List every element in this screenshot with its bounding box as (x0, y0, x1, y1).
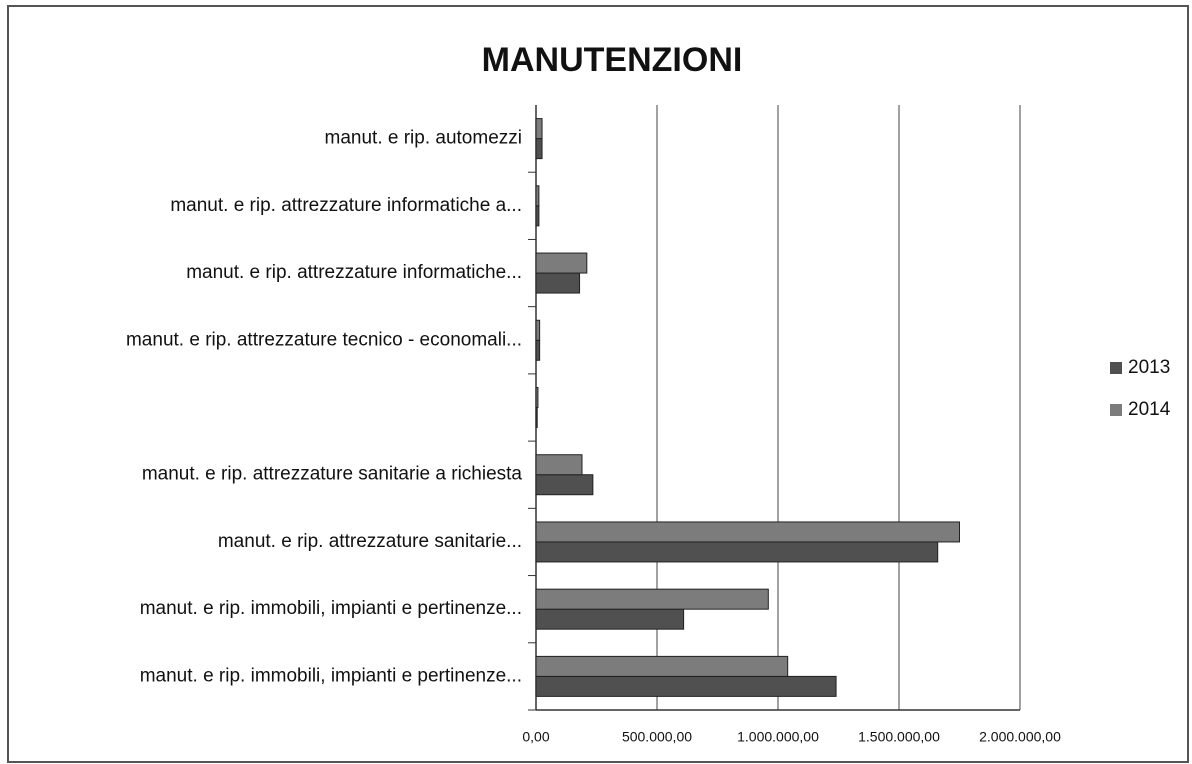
x-tick-label: 2.000.000,00 (979, 729, 1061, 745)
y-tick-label: manut. e rip. attrezzature tecnico - eco… (126, 329, 522, 350)
bar (535, 339, 541, 361)
bar (535, 118, 543, 140)
bar (535, 608, 685, 630)
legend-swatch (1110, 362, 1122, 374)
y-tick-label: manut. e rip. automezzi (325, 128, 522, 149)
bar (535, 272, 581, 294)
legend-label: 2013 (1128, 357, 1170, 378)
y-tick-label: manut. e rip. attrezzature sanitarie a r… (142, 464, 523, 485)
bar (535, 541, 939, 563)
y-tick-label: manut. e rip. immobili, impianti e perti… (140, 598, 522, 619)
bar (535, 205, 540, 227)
bar (535, 185, 540, 207)
y-tick-label: manut. e rip. immobili, impianti e perti… (140, 665, 522, 686)
x-tick-label: 500.000,00 (622, 729, 692, 745)
bar (535, 655, 789, 677)
bar (535, 474, 594, 496)
y-tick-label: manut. e rip. attrezzature sanitarie... (218, 531, 522, 552)
x-tick-label: 1.500.000,00 (858, 729, 940, 745)
bar (535, 454, 583, 476)
y-tick-label: manut. e rip. attrezzature informatiche … (170, 195, 522, 216)
legend-swatch (1110, 404, 1122, 416)
bar (535, 588, 769, 610)
chart-title: MANUTENZIONI (482, 41, 743, 79)
legend-label: 2014 (1128, 399, 1171, 420)
frame (7, 5, 1189, 763)
bar (535, 319, 541, 341)
bar (535, 407, 538, 428)
y-tick-label: manut. e rip. attrezzature informatiche.… (186, 262, 522, 283)
bar (535, 521, 960, 543)
bar (535, 252, 588, 274)
x-tick-label: 1.000.000,00 (737, 729, 819, 745)
bar (535, 387, 539, 408)
bar (535, 675, 837, 697)
bar (535, 138, 543, 160)
x-tick-label: 0,00 (522, 729, 549, 745)
